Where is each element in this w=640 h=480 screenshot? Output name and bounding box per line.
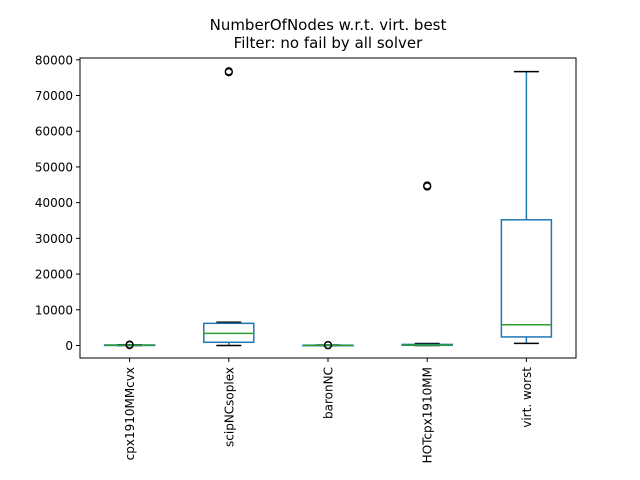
y-tick-label: 0 [65, 339, 73, 353]
box [500, 219, 553, 338]
chart-subtitle: Filter: no fail by all solver [233, 34, 423, 52]
outlier-point [125, 340, 134, 349]
plot-frame [79, 57, 577, 359]
x-tick-label: virt. worst [520, 367, 534, 428]
y-tick-label: 20000 [35, 268, 73, 282]
outlier-point [423, 181, 432, 190]
y-tick-label: 60000 [35, 125, 73, 139]
x-tick-label: HOTcpx1910MM [421, 367, 435, 463]
x-tick-label: cpx1910MMcvx [123, 367, 137, 460]
y-tick-label: 50000 [35, 160, 73, 174]
y-tick-label: 30000 [35, 232, 73, 246]
y-tick-label: 40000 [35, 196, 73, 210]
x-tick-label: baronNC [322, 367, 336, 419]
x-tick-label: scipNCsoplex [222, 367, 236, 447]
y-tick-label: 80000 [35, 53, 73, 67]
chart-title: NumberOfNodes w.r.t. virt. best [209, 16, 447, 34]
y-tick-label: 10000 [35, 303, 73, 317]
y-tick-label: 70000 [35, 89, 73, 103]
outlier-point [323, 340, 333, 350]
outlier-point [224, 67, 233, 76]
